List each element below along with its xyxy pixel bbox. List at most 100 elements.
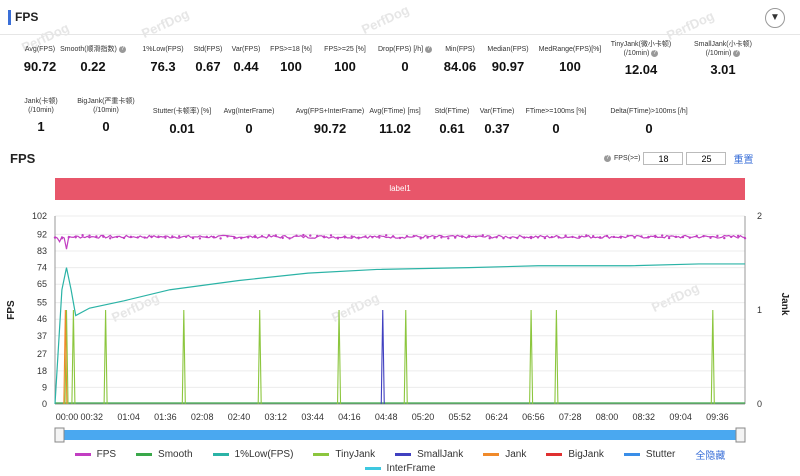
label-band[interactable]: label1 [55,178,745,200]
legend-swatch [136,453,153,456]
series-fps-point [219,237,222,240]
stat-item: BigJank(严重卡顿) (/10min) 0 [56,97,156,134]
series-fps-point [336,237,340,240]
stat-label-unit: (/10min)? [623,49,659,57]
series-fps-point [253,235,257,239]
help-icon[interactable]: ? [118,45,126,53]
stat-value: 0 [645,121,653,136]
legend-item[interactable]: Stutter [623,447,675,462]
series-fps-point [529,236,533,240]
x-tick-label: 02:08 [191,412,214,422]
y-tick-label: 55 [37,298,47,308]
help-icon[interactable]: ? [733,49,741,57]
stat-item: Drop(FPS) [/h]? 0 [355,45,455,74]
series-tinyjank-spike [710,309,715,405]
stat-value: 100 [280,59,302,74]
help-icon[interactable]: ? [425,45,433,53]
series-fps-point [412,234,415,238]
series-fps-point [74,236,77,239]
legend-swatch [364,467,381,470]
legend-swatch [212,453,229,456]
stat-label: Avg(InterFrame) [223,108,275,115]
stat-item: Avg(FPS) 90.72 [0,45,90,74]
slider-handle-right[interactable] [735,427,746,443]
collapse-chevron-icon[interactable]: ▼ [765,8,785,28]
stat-value: 100 [559,59,581,74]
legend-item[interactable]: SmallJank [395,447,463,462]
series-fps-point [654,235,657,239]
series-fps-point [122,236,126,240]
series-fps-point [695,234,698,238]
series-fps-point [364,235,367,238]
y-tick-label: 46 [37,314,47,324]
fps-chart[interactable]: 102 92 83 74 65 55 46 37 27 18 9 0 2 1 0 FPS Jank 00:00 00… [0,200,800,450]
series-fps-point [716,234,719,238]
stat-value: 0.61 [439,121,465,136]
series-fps-point [247,236,250,239]
threshold-1-input[interactable] [643,152,684,165]
time-range-slider[interactable] [55,430,745,440]
series-fps-point [205,235,208,238]
help-icon: ? [604,155,611,162]
series-fps-point [191,236,195,240]
legend-item[interactable]: InterFrame [364,463,435,474]
series-fps-point [598,236,602,239]
series-fps-point [619,236,622,239]
series-fps-point [164,236,167,239]
series-fps-point [481,234,484,237]
slider-handle-left[interactable] [54,427,65,443]
stat-value: 12.04 [624,62,658,77]
stat-item: SmallJank(小卡顿) (/10min)? 3.01 [673,40,773,77]
section-title: FPS [15,10,39,24]
stat-label: Drop(FPS) [/h]? [377,45,433,53]
legend-item[interactable]: Jank [483,447,526,462]
stat-value: 0 [102,119,110,134]
x-tick-label: 03:44 [301,412,324,422]
x-tick-label: 08:32 [633,412,656,422]
stat-item: FPS>=18 [%] 100 [241,45,341,74]
stat-value: 84.06 [443,59,477,74]
stat-label-unit: (/10min) [93,107,119,114]
series-fps-point [405,235,409,238]
series-fps-point [198,237,202,240]
series-fps-point [150,235,153,238]
series-fps-point [557,236,560,239]
legend-item[interactable]: BigJank [546,447,604,462]
threshold-2-input[interactable] [686,152,727,165]
series-fps-point [488,237,491,240]
hide-all-button[interactable]: 全隐藏 [695,451,726,462]
y-right-tick-label: 1 [757,305,762,315]
stat-label: Delta(FTime)>100ms [/h] [610,108,688,115]
series-fps-point [295,234,298,237]
series-fps-point [626,234,629,238]
series-fps-point [536,236,540,239]
x-tick-label: 06:24 [485,412,508,422]
series-fps-point [667,236,671,240]
y-right-tick-label: 2 [757,211,762,221]
series-fps-point [702,235,705,238]
series-fps-point [143,236,146,239]
series-fps-point [115,235,119,239]
stat-item: 1%Low(FPS) 76.3 [113,45,213,74]
y-tick-label: 65 [37,279,47,289]
series-fps-point [95,235,98,238]
legend-item[interactable]: TinyJank [313,447,375,462]
series-fps-point [585,234,588,237]
series-fps-point [136,236,139,239]
help-icon[interactable]: ? [651,49,659,57]
series-fps-point [109,237,112,240]
series-fps-point [102,235,105,238]
x-tick-label: 00:32 [81,412,104,422]
reset-button[interactable]: 重置 [733,155,754,166]
x-tick-label: 04:16 [338,412,361,422]
legend-item[interactable]: 1%Low(FPS) [212,447,293,462]
series-tinyjank-spike [181,309,186,405]
stat-value: 0.44 [233,59,259,74]
stat-item: Var(FPS) 0.44 [196,45,296,74]
legend-item[interactable]: Smooth [136,447,193,462]
stat-label: Avg(FPS+InterFrame) [295,108,365,115]
stat-value: 76.3 [150,59,176,74]
y-tick-label: 74 [37,263,47,273]
legend-item[interactable]: FPS [74,447,116,462]
series-fps-point [736,234,740,238]
